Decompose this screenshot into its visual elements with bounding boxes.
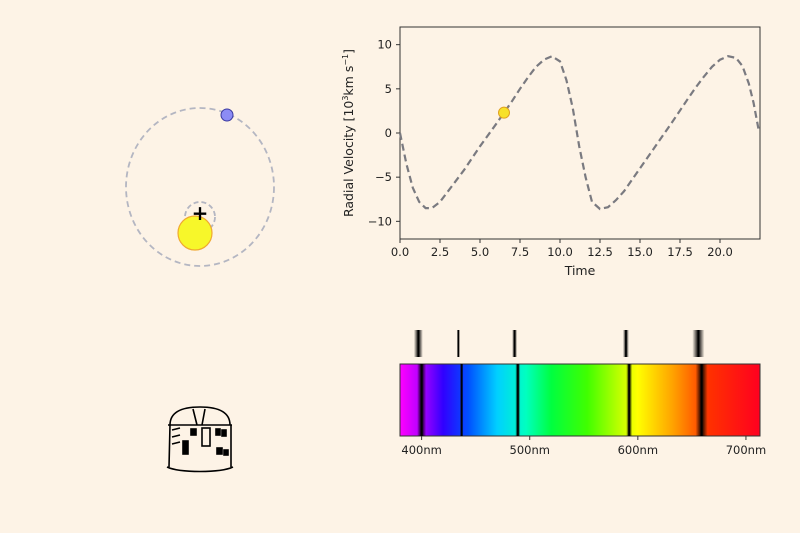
x-axis-label: Time	[564, 263, 596, 278]
x-tick-label: 5.0	[471, 245, 489, 259]
y-axis-label-close: ]	[341, 49, 356, 54]
x-tick-label: 20.0	[707, 245, 733, 259]
spectrum-ticks: 400nm 500nm 600nm 700nm	[401, 436, 766, 457]
reference-line-core	[625, 330, 627, 357]
spectrum-tick-label: 600nm	[618, 443, 658, 457]
y-tick-label: −5	[375, 170, 392, 184]
x-tick-label: 10.0	[547, 245, 573, 259]
absorption-line-core	[628, 364, 631, 436]
spectrum-absorption-lines	[417, 364, 708, 436]
y-axis-label: Radial Velocity [103km s−1]	[341, 49, 356, 217]
radial-velocity-chart: 0.0 2.5 5.0 7.5 10.0 12.5 15.0 17.5 20.0 −10 −5 0 5 1…	[341, 26, 761, 278]
y-axis-label-sup2: −1	[341, 54, 350, 66]
absorption-line-core	[460, 364, 463, 436]
x-tick-label: 17.5	[667, 245, 693, 259]
x-tick-label: 15.0	[627, 245, 653, 259]
x-tick-label: 12.5	[587, 245, 613, 259]
spectrum-tick-label: 700nm	[726, 443, 766, 457]
spectrum-tick-label: 400nm	[401, 443, 441, 457]
y-tick-label: 10	[377, 38, 392, 52]
y-tick-label: −10	[368, 214, 392, 228]
barycenter-marker: +	[192, 201, 209, 225]
x-tick-label: 2.5	[431, 245, 449, 259]
spectrum-reference-lines	[413, 330, 705, 357]
chart-ticks: 0.0 2.5 5.0 7.5 10.0 12.5 15.0 17.5 20.0 −10 −5 0 5 1…	[368, 38, 733, 259]
y-tick-label: 5	[385, 82, 392, 96]
spectrum-panel: 400nm 500nm 600nm 700nm	[399, 330, 766, 457]
reference-line-core	[513, 330, 516, 357]
chart-position-marker	[498, 106, 510, 119]
absorption-line-core	[420, 364, 423, 436]
absorption-line-core	[516, 364, 519, 436]
planet-icon	[220, 108, 234, 122]
star-icon	[177, 215, 213, 251]
observatory-dome-icon	[166, 406, 234, 473]
y-axis-label-sup1: 3	[341, 96, 350, 101]
x-tick-label: 7.5	[511, 245, 529, 259]
y-axis-label-unit: km s	[341, 66, 356, 96]
chart-series-line	[398, 54, 760, 211]
star-orbit	[184, 201, 216, 233]
spectrum-tick-label: 500nm	[510, 443, 550, 457]
orbit-diagram: +	[125, 107, 275, 267]
absorption-line-core	[700, 364, 703, 436]
y-tick-label: 0	[385, 126, 392, 140]
reference-line-core	[697, 330, 700, 357]
reference-line-core	[457, 330, 460, 357]
planet-orbit	[125, 107, 275, 267]
reference-line-core	[417, 330, 420, 357]
chart-plot-area	[399, 26, 761, 240]
y-axis-label-text: Radial Velocity [10	[341, 101, 356, 217]
x-tick-label: 0.0	[391, 245, 409, 259]
